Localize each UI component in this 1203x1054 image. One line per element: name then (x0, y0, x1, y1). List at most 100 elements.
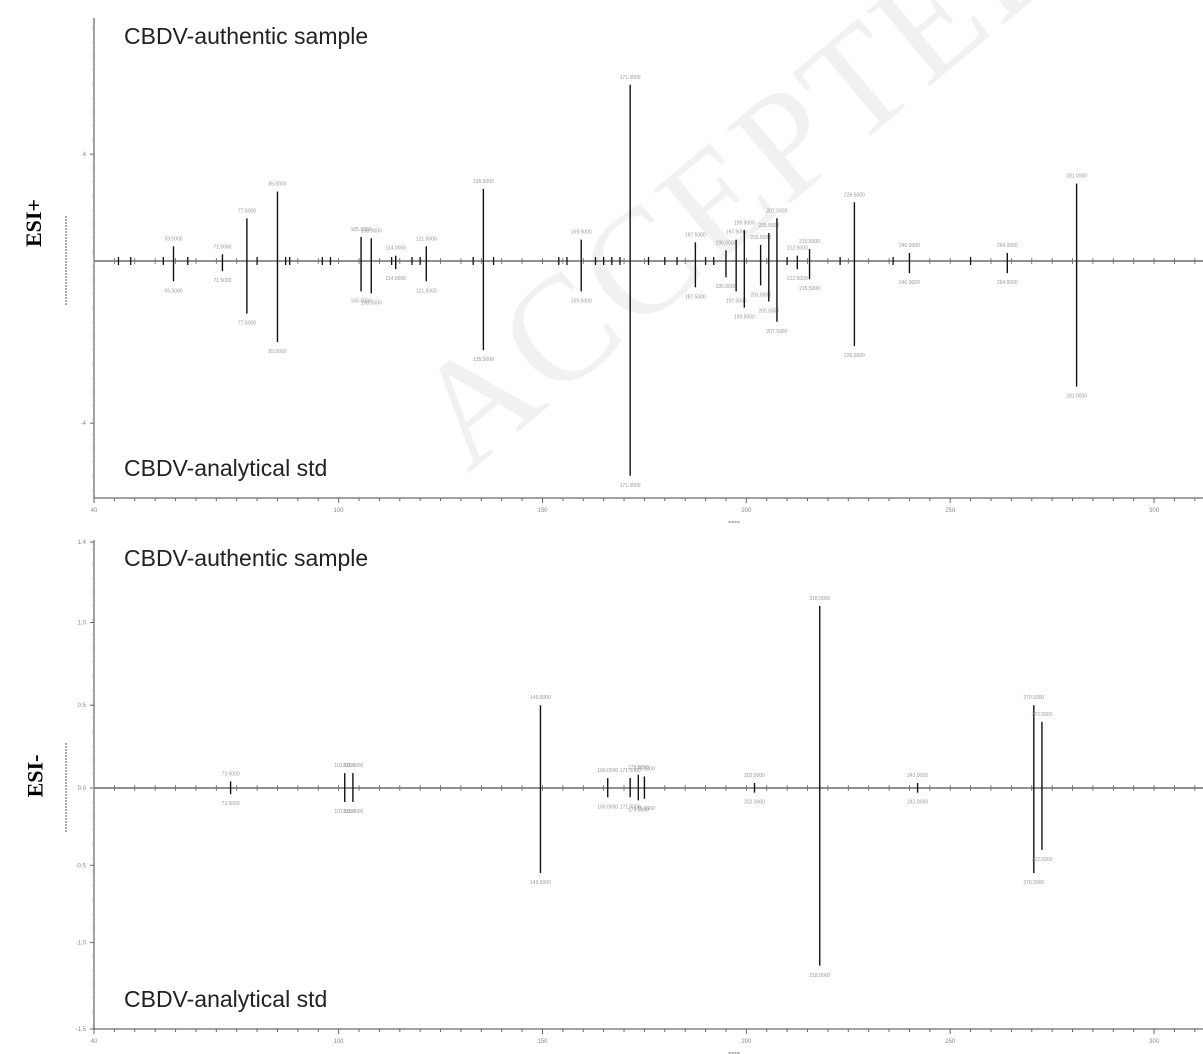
std-peak-label: 205.5000 (758, 309, 779, 315)
sample-peak-label: 202.0000 (744, 773, 765, 779)
sample-peak-label: 135.5000 (473, 179, 494, 185)
sample-peak-label: 108.0000 (361, 228, 382, 234)
sample-peak-label: 105.5000 (351, 227, 372, 233)
y-tick-label: -1.5 (76, 1027, 87, 1033)
panel-esi-plus: 40 100 150 200 250 300 -4 4 CBDV-authentic sampl… (65, 18, 1203, 523)
std-peak-label: 215.5000 (799, 286, 820, 292)
y-tick-label: 4 (83, 152, 87, 158)
std-peak-label: 226.5000 (844, 353, 865, 359)
std-peak-label: 71.5000 (213, 278, 231, 284)
bottom-annotation: CBDV-analytical std (124, 986, 327, 1012)
sample-peak-label: 166.0000 (597, 768, 618, 774)
x-tick-label: 40 (91, 508, 98, 514)
x-tick-label: 250 (945, 508, 956, 514)
sample-peak-label: 114.0000 (385, 246, 406, 252)
sample-peak-label: 101.5000 (334, 763, 355, 769)
sample-peak-label: 199.5000 (734, 220, 755, 226)
std-peak-label: 202.0000 (744, 800, 765, 806)
sample-peak-label: 121.5000 (416, 236, 437, 242)
std-peak-label: 175.0000 (634, 806, 655, 812)
sample-peak-label: 218.0000 (809, 596, 830, 602)
x-tick-label: 200 (741, 1039, 752, 1045)
sample-peak-label: 240.0000 (899, 243, 920, 249)
x-tick-label: 40 (91, 1039, 98, 1045)
std-peak-label: 272.5000 (1032, 857, 1053, 863)
std-peak-label: 171.5000 (620, 483, 641, 489)
sample-peak-label: 195.0000 (716, 240, 737, 246)
sample-peak-label: 175.0000 (634, 766, 655, 772)
std-peak-label: 195.0000 (716, 284, 737, 290)
x-tick-label: 200 (741, 508, 752, 514)
std-peak-label: 240.0000 (899, 280, 920, 286)
std-peak-label: 173.5000 (628, 807, 649, 813)
std-peak-label: 270.5000 (1023, 880, 1044, 886)
x-tick-label: 100 (334, 1039, 345, 1045)
x-tick-label: 100 (334, 508, 345, 514)
sample-peak-label: 85.0000 (268, 182, 286, 188)
std-peak-label: 187.5000 (685, 294, 706, 300)
std-peak-label: 103.5000 (342, 809, 363, 815)
std-peak-label: 59.5000 (164, 288, 182, 294)
sample-peak-label: 281.0000 (1066, 174, 1087, 180)
x-tick-label: 300 (1149, 508, 1160, 514)
sample-peak-label: 242.0000 (907, 773, 928, 779)
sample-peak-label: 103.5000 (342, 763, 363, 769)
sample-peak-label: 149.5000 (530, 695, 551, 701)
sample-peak-label: 207.5000 (767, 208, 788, 214)
std-peak-label: 166.0000 (597, 804, 618, 810)
sample-peak-label: 77.5000 (238, 208, 256, 214)
bottom-annotation: CBDV-analytical std (124, 455, 327, 481)
std-peak-label: 197.5000 (726, 298, 747, 304)
top-annotation: CBDV-authentic sample (124, 545, 368, 571)
std-peak-label: 171.5000 (620, 804, 641, 810)
std-peak-label: 264.0000 (997, 280, 1018, 286)
y-tick-label: 0.0 (78, 786, 87, 792)
sample-peak-label: 171.5000 (620, 75, 641, 81)
sample-peak-label: 171.5000 (620, 768, 641, 774)
std-peak-label: 73.5000 (222, 801, 240, 807)
x-tick-label: 250 (945, 1039, 956, 1045)
std-peak-label: 199.5000 (734, 315, 755, 321)
sample-peak-label: 73.5000 (222, 771, 240, 777)
sample-peak-label: 212.5000 (787, 246, 808, 252)
sample-peak-label: 203.5000 (750, 235, 771, 241)
std-peak-label: 101.5000 (334, 809, 355, 815)
std-peak-label: 281.0000 (1066, 394, 1087, 400)
std-peak-label: 212.5000 (787, 276, 808, 282)
y-tick-label: 0.5 (78, 703, 87, 709)
std-peak-label: 114.0000 (385, 276, 406, 282)
std-peak-label: 203.5000 (750, 292, 771, 298)
sample-peak-label: 59.5000 (164, 236, 182, 242)
std-peak-label: 149.5000 (530, 880, 551, 886)
y-tick-label: 1.4 (78, 540, 87, 546)
top-annotation: CBDV-authentic sample (124, 23, 368, 49)
y-tick-label: 1.0 (78, 620, 87, 626)
sample-peak-label: 264.0000 (997, 243, 1018, 249)
x-tick-label: 300 (1149, 1039, 1160, 1045)
sample-peak-label: 197.5000 (726, 230, 747, 236)
sample-peak-label: 205.5000 (758, 223, 779, 229)
sample-peak-label: 71.5000 (213, 244, 231, 250)
y-tick-label: -1.0 (76, 941, 87, 947)
std-peak-label: 242.0000 (907, 800, 928, 806)
sample-peak-label: 226.5000 (844, 192, 865, 198)
std-peak-label: 108.0000 (361, 300, 382, 306)
x-tick-label: 150 (537, 1039, 548, 1045)
std-peak-label: 85.0000 (268, 349, 286, 355)
y-tick-label: -4 (81, 421, 87, 427)
std-peak-label: 135.5000 (473, 357, 494, 363)
sample-peak-label: 173.5000 (628, 765, 649, 771)
sample-peak-label: 159.5000 (571, 230, 592, 236)
std-peak-label: 159.5000 (571, 298, 592, 304)
sample-peak-label: 215.5000 (799, 239, 820, 245)
x-tick-label: 150 (537, 508, 548, 514)
std-peak-label: 105.5000 (351, 298, 372, 304)
std-peak-label: 218.0000 (809, 973, 830, 979)
y-tick-label: -0.5 (76, 863, 87, 869)
std-peak-label: 121.5000 (416, 288, 437, 294)
std-peak-label: 77.5000 (238, 321, 256, 327)
sample-peak-label: 272.5000 (1032, 712, 1053, 718)
std-peak-label: 207.5000 (767, 329, 788, 335)
sample-peak-label: 270.5000 (1023, 695, 1044, 701)
